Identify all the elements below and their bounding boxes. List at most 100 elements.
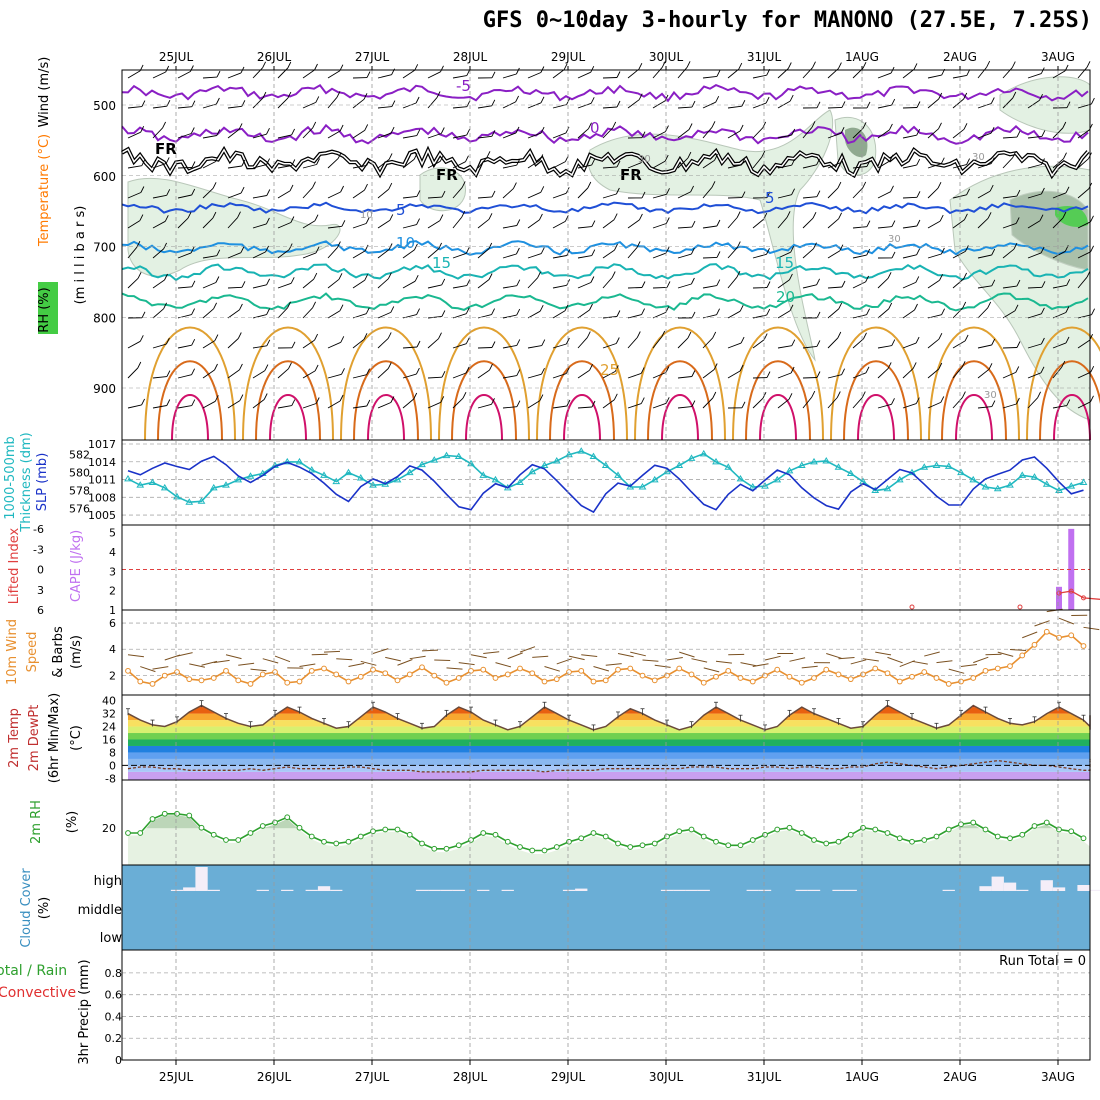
wind-barb-flag [341,368,345,375]
cloud-level-label: low [100,931,123,946]
wind-barb-flag [287,91,292,99]
wind-barb [302,127,314,139]
isotherm-30 [941,360,1007,441]
isotherm-30 [745,360,811,441]
wind-barb-flag [413,243,418,251]
wind-barb-flag [691,100,696,108]
thickness-point [454,452,463,460]
wind-barb-flag [190,246,195,254]
wind-barb-flag [613,213,618,220]
wind-barb [1027,313,1042,319]
wind10m-point [492,675,499,681]
wind-barb [1027,73,1042,79]
wind-barb-flag [638,213,643,221]
wind-barb-flag [315,397,320,404]
rh2m-point [737,842,744,849]
wind-barb [177,374,192,379]
wind-barb-flag [213,302,218,310]
wind-barb-flag [365,217,370,224]
thickness-point [920,463,929,470]
wind-barb [127,277,139,289]
wind-barb-flag [989,184,994,192]
wind10m-barb [826,652,842,659]
wind-barb [577,226,592,229]
wind-barb-flag [791,339,796,346]
wind-barb [752,127,764,139]
wind-barb-flag [540,186,545,193]
wind10m-barb [152,666,169,670]
cloud-background [122,865,1090,950]
wind-barb [327,158,339,169]
cloud-high-bar [1003,882,1017,891]
wind-barb [627,403,642,409]
wind-barb [302,370,316,379]
wind-barb-flag [216,70,221,78]
wind-barb [227,72,242,79]
wind-barb [952,278,964,289]
rh2m-point [700,833,707,840]
wind-barb [952,219,965,229]
wind-barb [702,101,716,109]
wind-barb [927,187,939,199]
wind10m-barb [201,660,218,666]
wind-barb [827,250,841,259]
wind-barb-flag [740,336,745,344]
wind-barb [327,310,341,319]
wind-barb [252,399,265,409]
rh2m-point [798,830,805,836]
panel-frame [121,949,1091,1061]
temp-band [128,726,1090,734]
wind-barb-flag [816,158,821,166]
rh2m-point [823,840,830,847]
wind-barb [627,372,642,379]
wind-barb-flag [312,181,316,188]
wind10m-barb [715,660,732,664]
cloud-high-bar [660,889,674,891]
wind-barb [552,310,566,319]
cloud-high-bar [317,886,331,891]
wind-barb [277,97,289,109]
wind-barb [1002,248,1015,259]
wind-barb-flag [687,151,692,159]
wind-barb [777,164,792,169]
wind10m-barb [532,655,549,658]
rh2m-point [578,835,585,842]
wind-barb [1002,67,1013,79]
wind-barb [652,402,667,409]
wind-barb-flag [366,159,371,166]
wind10m-point [688,671,695,678]
precip-panel [122,972,1090,1061]
wind-barb [552,343,567,349]
wind10m-point [921,669,928,675]
wind-barb-flag [766,371,771,378]
wind-barb [877,345,892,349]
wind-barb [1077,401,1091,409]
wind-barb-flag [436,91,441,98]
wind-barb [377,249,390,259]
wind-barb-flag [1065,336,1070,344]
thickness-tick: 578 [69,485,90,498]
wind-barb-flag [990,157,995,164]
wind-barb-flag [963,272,968,280]
wind-barb [777,398,790,409]
wind-barb [377,74,392,79]
thickness-point [712,457,720,465]
wind-barb [452,397,464,409]
wind-barb [802,284,817,289]
wind-barb-flag [940,247,945,255]
wind-barb-flag [587,181,592,189]
wind-barb-flag [616,160,621,168]
thickness-point [883,484,892,492]
wind-barb [877,129,890,139]
wind-barb-flag [865,366,870,374]
wind-barb [377,106,392,109]
wind-barb [602,77,618,79]
thickness-point [565,450,573,458]
wind-barb-flag [461,181,466,188]
wind10m-barb [140,666,156,673]
wind-barb-flag [238,303,243,311]
wind-barb [652,160,666,169]
rh2m-point [357,833,364,840]
wind-barb [752,74,767,79]
wind-barb-flag [314,214,319,221]
